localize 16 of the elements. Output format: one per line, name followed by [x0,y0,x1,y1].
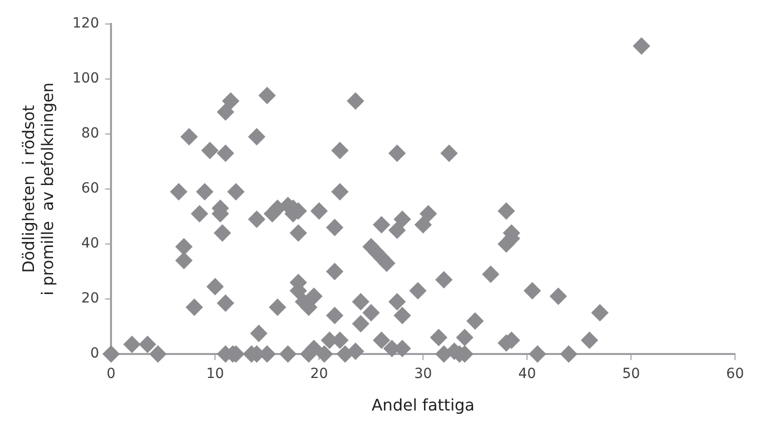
y-tick-label: 40 [81,236,100,252]
y-tick-label: 0 [90,346,100,362]
x-tick-label: 30 [414,366,432,382]
y-tick-label: 20 [81,290,100,307]
x-axis-title: Andel fattiga [372,396,475,415]
x-tick-label: 60 [726,366,744,382]
y-tick-label: 60 [81,180,100,197]
x-tick-label: 40 [518,366,536,382]
y-axis-title: Dödligheten i rödsot i promille av befolkningen [18,82,57,296]
x-tick-label: 20 [310,366,328,382]
y-tick-label: 100 [72,70,100,87]
x-tick-label: 0 [106,366,116,382]
x-tick-label: 50 [622,366,640,382]
y-tick-label: 120 [72,16,100,32]
y-tick-label: 80 [81,126,100,142]
x-tick-label: 10 [206,366,224,382]
